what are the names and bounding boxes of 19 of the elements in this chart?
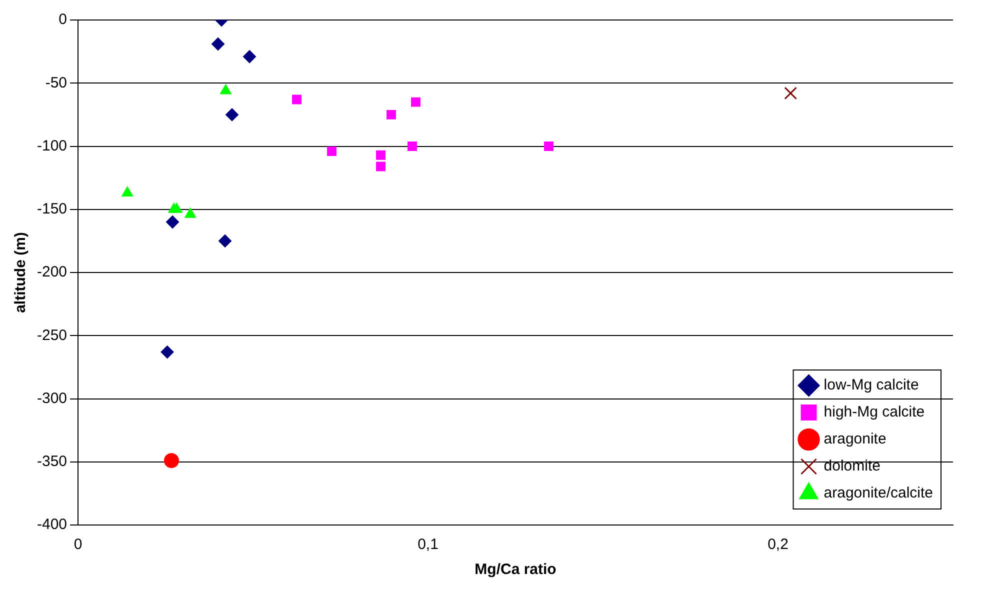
- legend-label: low-Mg calcite: [824, 376, 919, 394]
- x-tick-label: 0,2: [768, 536, 788, 554]
- y-tick-label: 0: [58, 11, 68, 28]
- x-axis-title: Mg/Ca ratio: [474, 561, 556, 578]
- legend-label: aragonite/calcite: [824, 484, 933, 502]
- x-tick-label: 0: [74, 536, 82, 554]
- y-tick-label: -100: [36, 137, 68, 154]
- y-axis-title: altitude (m): [12, 232, 30, 313]
- legend-label: aragonite: [824, 430, 886, 448]
- legend-label: dolomite: [824, 458, 880, 475]
- y-tick-label: -350: [36, 453, 68, 470]
- y-tick-label: -150: [36, 200, 68, 218]
- y-tick-label: -50: [45, 74, 68, 92]
- y-tick-label: -300: [36, 390, 68, 407]
- x-tick-label: 0,1: [418, 536, 438, 554]
- legend-label: high-Mg calcite: [824, 404, 925, 421]
- y-tick-label: -400: [36, 516, 68, 534]
- y-tick-label: -250: [36, 326, 68, 344]
- y-tick-label: -200: [36, 264, 68, 281]
